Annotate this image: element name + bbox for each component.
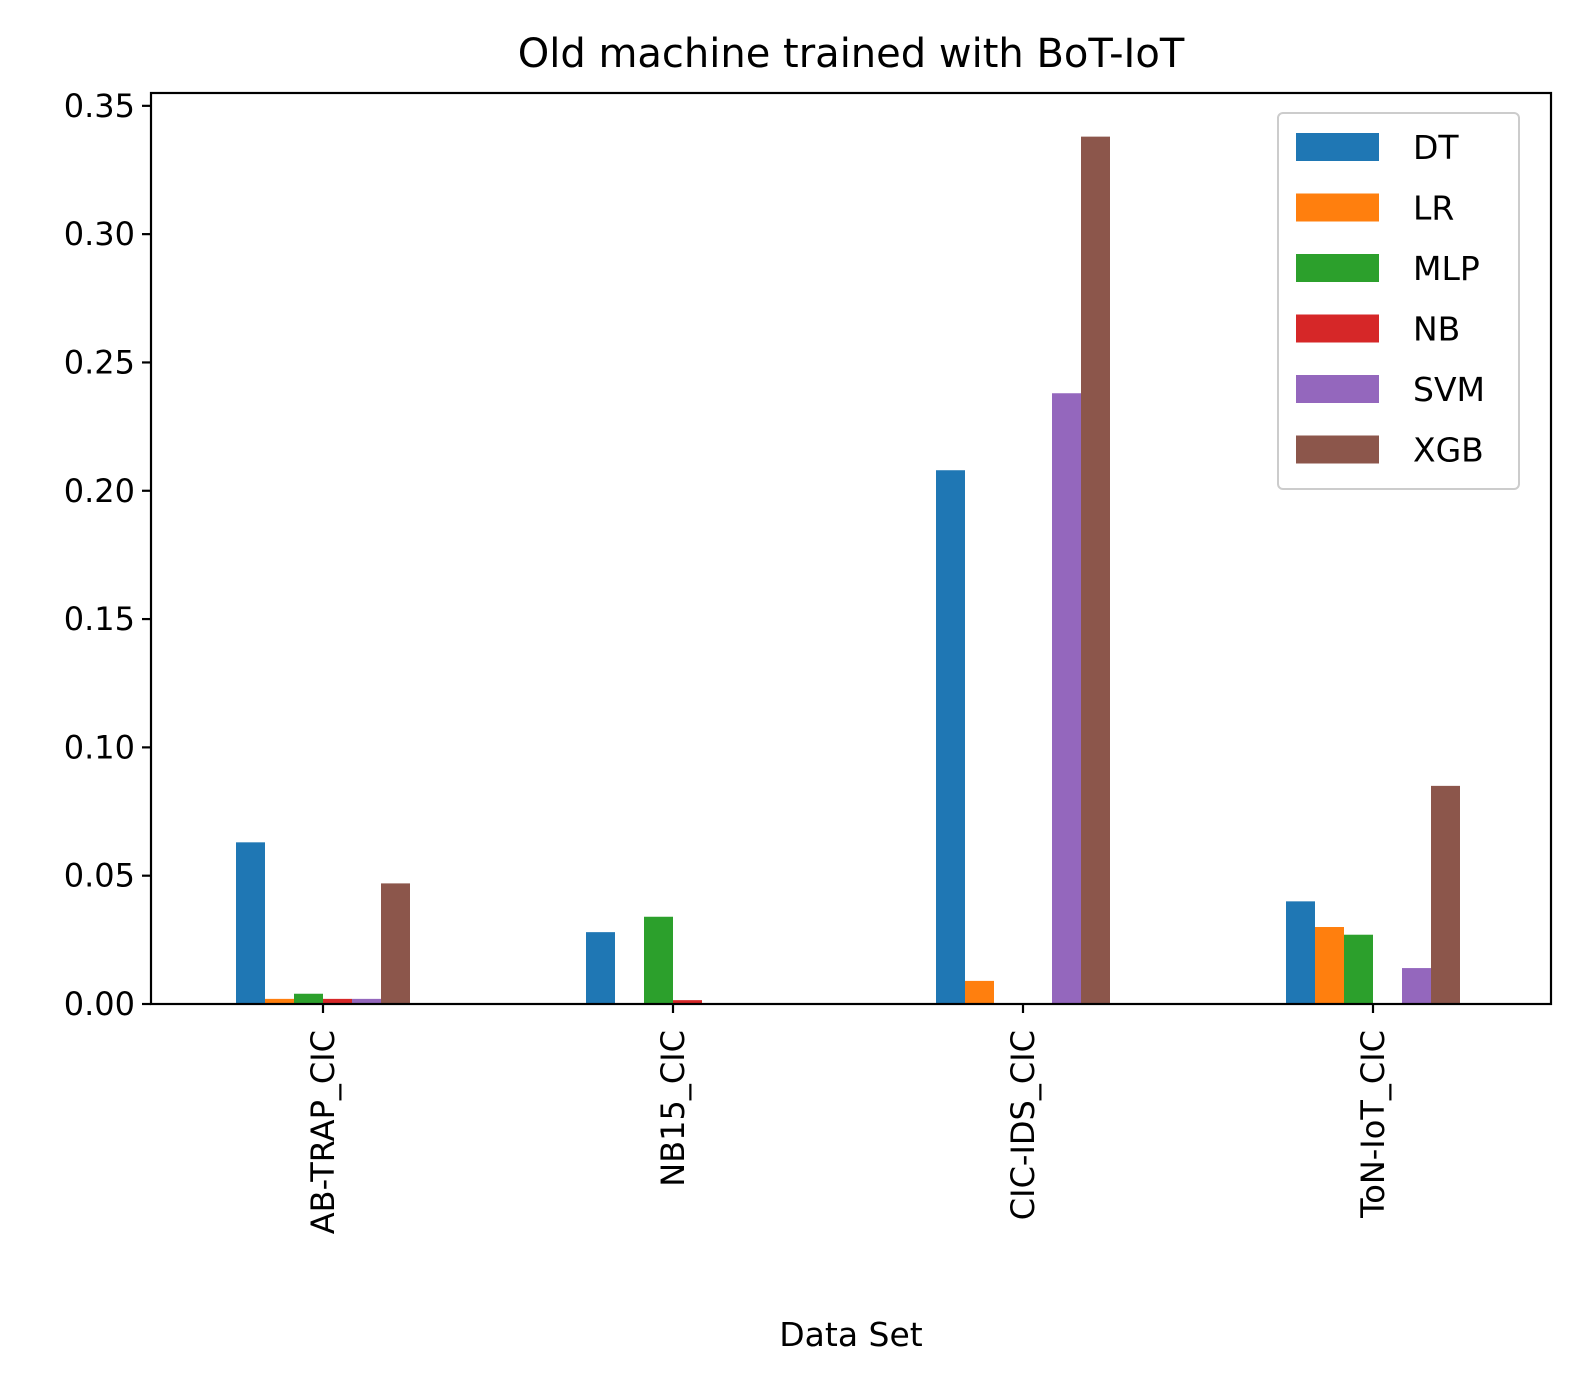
x-axis: AB-TRAP_CIC NB15_CIC CIC-IDS_CIC ToN-IoT_CI… <box>304 1004 1392 1234</box>
y-tick-label: 0.20 <box>64 472 135 510</box>
legend-swatch-svm <box>1296 375 1379 403</box>
x-tick-label: AB-TRAP_CIC <box>304 1030 342 1234</box>
bar-xgb-ton-iot_cic <box>1431 785 1460 1004</box>
x-tick-label: NB15_CIC <box>654 1030 692 1187</box>
legend-label-nb: NB <box>1413 310 1460 349</box>
y-tick-label: 0.10 <box>64 728 135 766</box>
bar-dt-ab-trap_cic <box>236 842 265 1004</box>
y-tick-label: 0.00 <box>64 985 135 1023</box>
bar-svm-cic-ids_cic <box>1052 393 1081 1004</box>
bar-svm-ton-iot_cic <box>1402 968 1431 1004</box>
bar-xgb-cic-ids_cic <box>1081 136 1110 1004</box>
bar-mlp-nb15_cic <box>644 916 673 1004</box>
legend-swatch-xgb <box>1296 435 1379 464</box>
bar-svm-ab-trap_cic <box>352 998 381 1004</box>
y-axis: 0.00 0.05 0.10 0.15 0.20 0.25 0.30 0.35 <box>64 87 151 1023</box>
legend-swatch-mlp <box>1296 254 1379 282</box>
x-axis-label: Data Set <box>779 1315 923 1354</box>
bar-lr-ton-iot_cic <box>1315 927 1344 1004</box>
y-tick-label: 0.05 <box>64 857 135 895</box>
bar-nb-nb15_cic <box>673 1000 702 1004</box>
legend-label-dt: DT <box>1413 128 1459 167</box>
bar-lr-cic-ids_cic <box>965 980 994 1004</box>
legend-label-mlp: MLP <box>1413 249 1480 288</box>
legend-label-lr: LR <box>1413 189 1454 228</box>
bar-dt-cic-ids_cic <box>936 470 965 1005</box>
legend-label-xgb: XGB <box>1413 431 1484 470</box>
legend-swatch-lr <box>1296 193 1379 222</box>
bar-lr-ab-trap_cic <box>265 998 294 1004</box>
y-tick-label: 0.25 <box>64 343 135 381</box>
y-tick-label: 0.30 <box>64 215 135 253</box>
y-tick-label: 0.15 <box>64 600 135 638</box>
chart-title: Old machine trained with BoT-IoT <box>518 31 1185 77</box>
legend-label-svm: SVM <box>1413 370 1485 409</box>
bar-dt-nb15_cic <box>586 932 615 1004</box>
x-tick-label: CIC-IDS_CIC <box>1004 1030 1042 1220</box>
legend-swatch-nb <box>1296 314 1379 343</box>
x-tick-label: ToN-IoT_CIC <box>1354 1030 1392 1219</box>
bar-nb-ab-trap_cic <box>323 998 352 1004</box>
bar-xgb-ab-trap_cic <box>381 883 410 1004</box>
legend: DT LR MLP NB SVM XGB <box>1277 112 1520 490</box>
bar-mlp-ton-iot_cic <box>1344 934 1373 1004</box>
legend-swatch-dt <box>1296 133 1379 161</box>
bar-dt-ton-iot_cic <box>1286 901 1315 1004</box>
bar-mlp-ab-trap_cic <box>294 993 323 1004</box>
bars-group <box>236 136 1460 1005</box>
plot-frame <box>149 91 1553 1006</box>
y-tick-label: 0.35 <box>64 87 135 125</box>
